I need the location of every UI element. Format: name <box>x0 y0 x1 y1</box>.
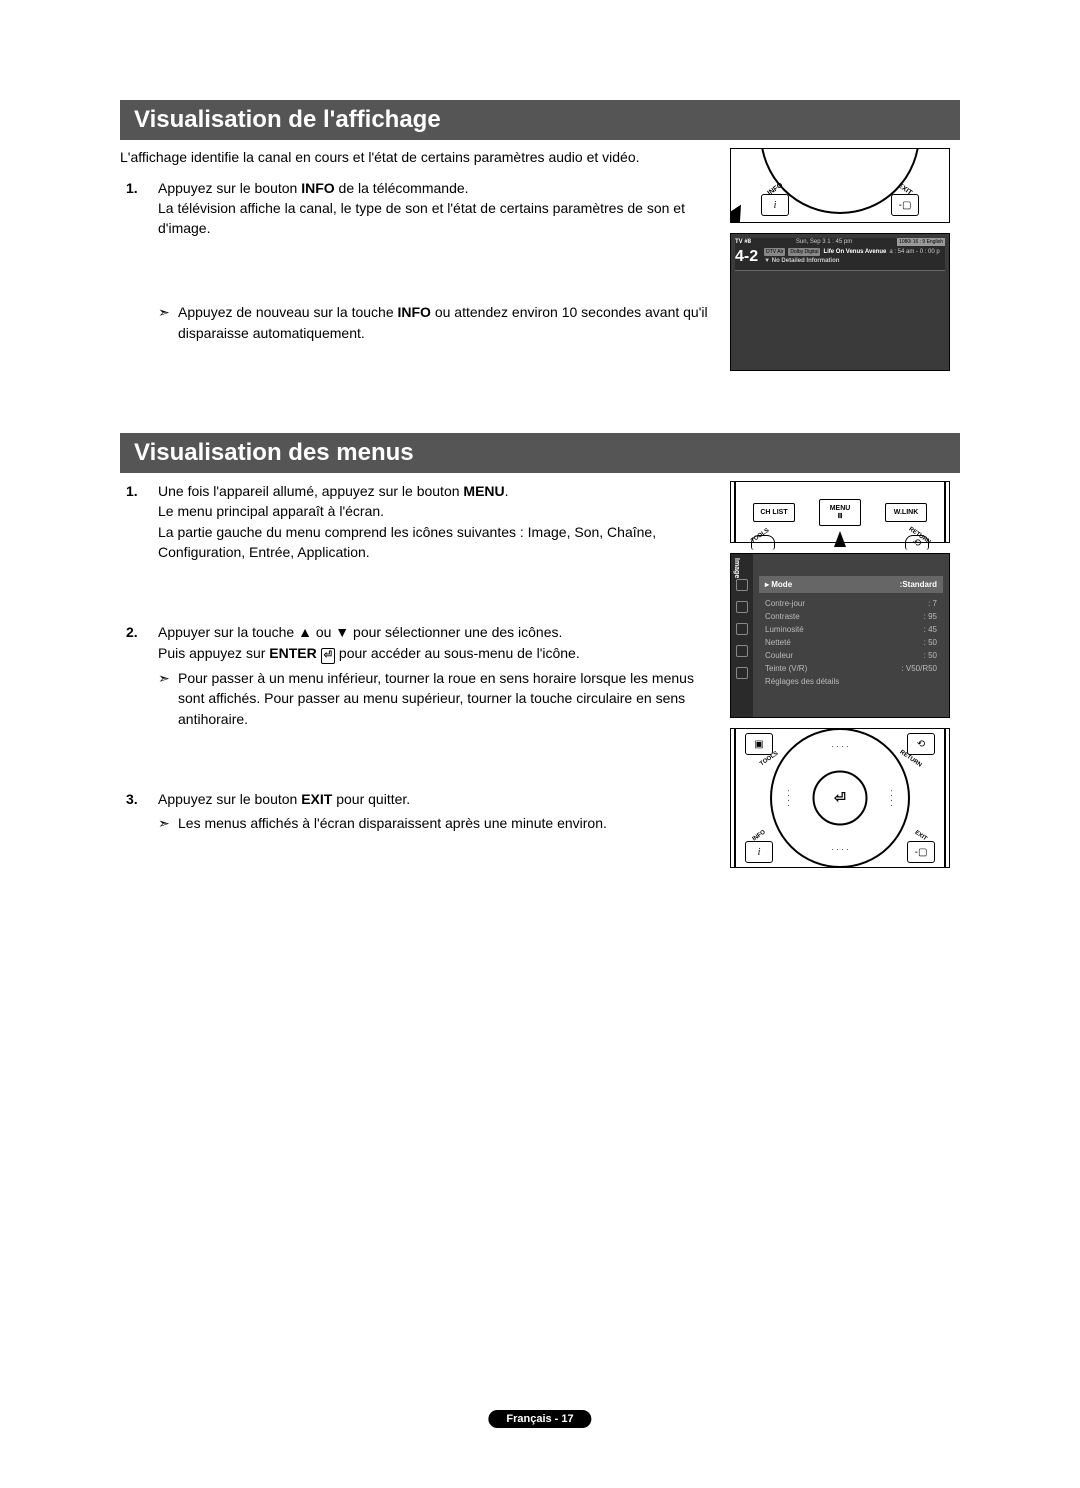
tools-button: TOOLS <box>751 535 775 550</box>
tv-channel-number: 4-2 <box>735 248 758 266</box>
remote-wheel-illustration: ⏎ · · · · · · · · · · · · · · · · TOOLS … <box>730 728 950 868</box>
return-button: RETURN ⟲ <box>905 535 929 550</box>
side-icon <box>736 623 748 635</box>
tv-source: TV #8 <box>735 239 751 245</box>
menu-vertical-label: Image <box>733 558 740 578</box>
section-title-1: Visualisation de l'affichage <box>120 100 960 140</box>
tv-menu-screen: Image ▸ Mode :Standard Contre-jour: 7Con… <box>730 553 950 718</box>
menu-row: Luminosité: 45 <box>759 623 943 636</box>
menu-header: ▸ Mode :Standard <box>759 576 943 593</box>
menu-arrow-icon <box>834 531 846 547</box>
menu-row: Réglages des détails <box>759 675 943 688</box>
tv-noinfo: No Detailed Information <box>772 258 840 264</box>
tv-date: Sun, Sep 3 1 : 45 pm <box>796 239 852 245</box>
side-icon <box>736 667 748 679</box>
section-title-2: Visualisation des menus <box>120 433 960 473</box>
s1-note: Appuyez de nouveau sur la touche INFO ou… <box>158 302 714 343</box>
remote-buttons-illustration: CH LIST MENU Ⅲ W.LINK TOOLS RETURN ⟲ <box>730 481 950 543</box>
menu-row: Contre-jour: 7 <box>759 597 943 610</box>
tv-info-screen: TV #8 Sun, Sep 3 1 : 45 pm 1080i 16 : 9 … <box>730 233 950 371</box>
s3-note: Les menus affichés à l'écran disparaisse… <box>158 813 714 833</box>
side-icon <box>736 601 748 613</box>
tv-format-badge: 1080i 16 : 9 English <box>897 238 945 246</box>
wheel-enter-button: ⏎ <box>813 771 868 826</box>
s2-step1: Une fois l'appareil allumé, appuyez sur … <box>120 481 714 562</box>
info-button: INFO i <box>761 194 789 216</box>
section1-intro: L'affichage identifie la canal en cours … <box>120 148 714 168</box>
s2-step2: Appuyer sur la touche ▲ ou ▼ pour sélect… <box>120 622 714 729</box>
exit-button: EXIT -▢ <box>907 841 935 863</box>
page-footer: Français - 17 <box>488 1410 591 1428</box>
return-button: RETURN ⟲ <box>907 733 935 755</box>
info-button: INFO i <box>745 841 773 863</box>
menu-row: Couleur: 50 <box>759 649 943 662</box>
menu-row: Netteté: 50 <box>759 636 943 649</box>
s2-note: Pour passer à un menu inférieur, tourner… <box>158 668 714 729</box>
enter-icon: ⏎ <box>321 648 335 665</box>
tv-program: Life On Venus Avenue <box>823 249 886 255</box>
menu-sidebar <box>731 554 753 717</box>
s1-step1: Appuyez sur le bouton INFO de la télécom… <box>120 178 714 343</box>
menu-row: Teinte (V/R): V50/R50 <box>759 662 943 675</box>
wlink-button: W.LINK <box>885 503 927 522</box>
side-icon <box>736 579 748 591</box>
chlist-button: CH LIST <box>753 503 795 522</box>
side-icon <box>736 645 748 657</box>
tools-button: TOOLS ▣ <box>745 733 773 755</box>
exit-button: EXIT -▢ <box>891 194 919 216</box>
s2-step3: Appuyez sur le bouton EXIT pour quitter.… <box>120 789 714 834</box>
info-arrow-icon <box>730 199 751 223</box>
remote-illustration-top: INFO i EXIT -▢ <box>730 148 950 223</box>
menu-row: Contraste: 95 <box>759 610 943 623</box>
menu-button: MENU Ⅲ <box>819 499 861 526</box>
wheel-icon: ⏎ · · · · · · · · · · · · · · · · <box>770 728 910 868</box>
